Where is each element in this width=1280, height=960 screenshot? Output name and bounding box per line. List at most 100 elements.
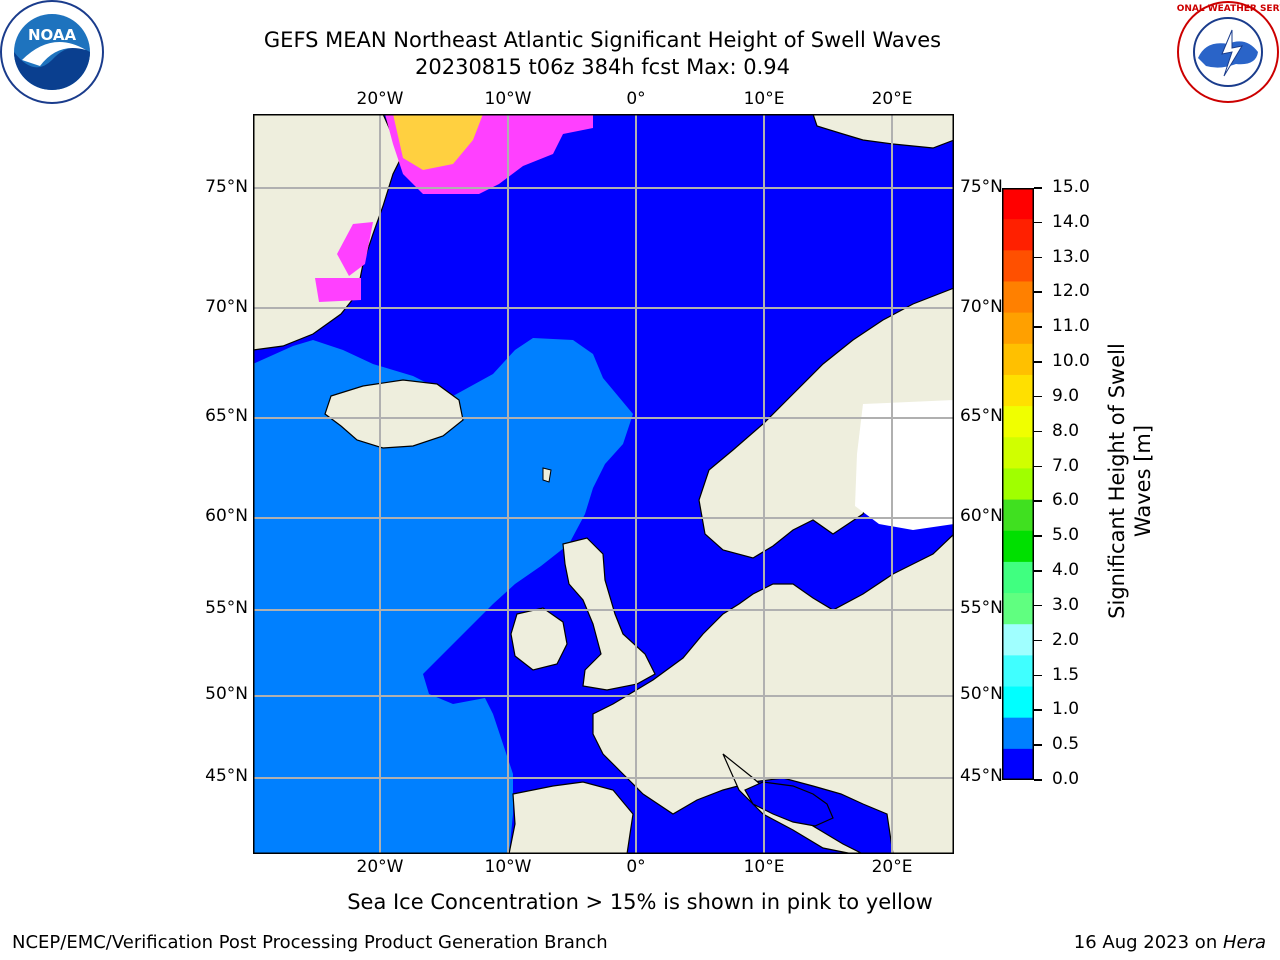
colorbar-segment: [1002, 655, 1034, 688]
land-faroe: [542, 467, 552, 483]
lat-label-right-75: 75°N: [960, 177, 1003, 197]
sea-ice-note: Sea Ice Concentration > 15% is shown in …: [347, 890, 933, 914]
missing-data-baltic: [855, 400, 954, 530]
lat-label-left-55: 55°N: [205, 598, 248, 618]
colorbar-segment: [1002, 188, 1034, 220]
colorbar-segment: [1002, 468, 1034, 501]
colorbar-segment: [1002, 561, 1034, 594]
colorbar-tick-mark: [1034, 744, 1042, 746]
colorbar-tick-label: 3.0: [1052, 594, 1080, 615]
colorbar-tick-label: 8.0: [1052, 420, 1080, 441]
lon-label-top-20w: 20°W: [356, 89, 404, 109]
land-ireland: [510, 607, 568, 671]
graticule: [253, 114, 954, 854]
footer-left: NCEP/EMC/Verification Post Processing Pr…: [12, 932, 608, 953]
colorbar-tick-mark: [1034, 500, 1042, 502]
chart-title-line1: GEFS MEAN Northeast Atlantic Significant…: [263, 28, 942, 52]
colorbar: [1002, 188, 1034, 784]
colorbar-tick-label: 0.5: [1052, 734, 1080, 755]
noaa-logo: NOAA: [0, 0, 104, 104]
colorbar-tick-mark: [1034, 674, 1042, 677]
lat-label-right-50: 50°N: [960, 684, 1003, 704]
colorbar-tick-mark: [1034, 395, 1042, 398]
colorbar-tick-mark: [1034, 256, 1042, 259]
colorbar-segment: [1002, 530, 1034, 563]
colorbar-tick-label: 1.0: [1052, 699, 1080, 720]
colorbar-tick-label: 7.0: [1052, 455, 1080, 476]
lon-label-bottom-10w: 10°W: [484, 857, 532, 877]
sea-ice-coastal: [337, 222, 373, 276]
colorbar-tick-mark: [1034, 535, 1042, 537]
colorbar-label-text: Significant Height of Swell Waves [m]: [1105, 343, 1155, 619]
colorbar-segment: [1002, 437, 1034, 469]
colorbar-segment: [1002, 406, 1034, 438]
colorbar-tick-mark: [1034, 187, 1042, 189]
footer-right: 16 Aug 2023 on Hera: [1074, 932, 1266, 953]
colorbar-tick-mark: [1034, 361, 1042, 363]
lon-label-top-0: 0°: [626, 89, 646, 109]
lat-label-right-55: 55°N: [960, 598, 1003, 618]
map-frame: [253, 114, 954, 854]
sea-ice-yellow: [393, 114, 483, 170]
colorbar-label: Significant Height of Swell Waves [m]: [1100, 330, 1160, 640]
footer-date: 16 Aug 2023 on: [1073, 932, 1223, 953]
colorbar-segment: [1002, 250, 1034, 282]
colorbar-tick-label: 15.0: [1052, 177, 1090, 197]
lat-label-right-65: 65°N: [960, 406, 1003, 426]
lat-label-left-70: 70°N: [205, 297, 248, 317]
lat-label-right-60: 60°N: [960, 506, 1003, 526]
map-panel: [252, 113, 955, 858]
lon-label-top-10w: 10°W: [484, 89, 532, 109]
colorbar-segment: [1002, 499, 1034, 532]
lat-label-left-60: 60°N: [205, 506, 248, 526]
sea-adriatic: [744, 781, 834, 827]
ocean-moderate-swell: [253, 338, 633, 854]
lat-label-left-45: 45°N: [205, 766, 248, 786]
colorbar-tick-mark: [1034, 570, 1042, 572]
colorbar-segment: [1002, 748, 1034, 781]
colorbar-ticks: 15.0 14.0 13.0 12.0 11.0 10.0 9.0 8.0 7.0 6.0 5.0 4…: [1034, 177, 1096, 789]
colorbar-tick-mark: [1034, 291, 1042, 293]
colorbar-tick-label: 4.0: [1052, 560, 1080, 581]
lat-label-left-50: 50°N: [205, 684, 248, 704]
svg-text:NATIONAL WEATHER SERVICE: NATIONAL WEATHER SERVICE: [1176, 4, 1280, 14]
footer-host: Hera: [1222, 932, 1266, 953]
lon-label-top-10e: 10°E: [743, 89, 785, 109]
lon-label-bottom-20w: 20°W: [356, 857, 404, 877]
lat-label-right-70: 70°N: [960, 297, 1003, 317]
lat-label-left-65: 65°N: [205, 406, 248, 426]
colorbar-tick-label: 12.0: [1052, 281, 1090, 302]
lon-label-bottom-10e: 10°E: [743, 857, 785, 877]
colorbar-tick-label: 11.0: [1052, 316, 1090, 337]
colorbar-tick-label: 2.0: [1052, 629, 1080, 650]
colorbar-tick-mark: [1034, 465, 1042, 468]
colorbar-segment: [1002, 593, 1034, 625]
colorbar-tick-mark: [1034, 221, 1042, 224]
colorbar-segment: [1002, 281, 1034, 314]
colorbar-tick-mark: [1034, 779, 1042, 781]
colorbar-tick-label: 9.0: [1052, 385, 1080, 406]
colorbar-tick-label: 0.0: [1052, 769, 1080, 789]
lon-label-bottom-0: 0°: [626, 857, 646, 877]
land-continental-europe: [592, 532, 955, 855]
lon-label-top-20e: 20°E: [871, 89, 913, 109]
nws-logo: NATIONAL WEATHER SERVICE: [1153, 0, 1280, 104]
colorbar-frame: [1002, 188, 1034, 780]
land-great-britain: [562, 537, 656, 691]
lon-label-bottom-20e: 20°E: [871, 857, 913, 877]
chart-title-line2: 20230815 t06z 384h fcst Max: 0.94: [415, 55, 790, 79]
colorbar-segment: [1002, 717, 1034, 750]
colorbar-tick-mark: [1034, 604, 1042, 607]
colorbar-segment: [1002, 312, 1034, 345]
noaa-logo-text: NOAA: [28, 26, 77, 44]
colorbar-segment: [1002, 686, 1034, 719]
colorbar-tick-mark: [1034, 430, 1042, 433]
colorbar-segment: [1002, 343, 1034, 376]
colorbar-tick-label: 13.0: [1052, 246, 1090, 267]
colorbar-tick-mark: [1034, 326, 1042, 328]
lat-label-right-45: 45°N: [960, 766, 1003, 786]
colorbar-segment: [1002, 219, 1034, 251]
colorbar-tick-label: 10.0: [1052, 351, 1090, 372]
sea-ice-fjord: [315, 278, 361, 302]
land-iceland: [324, 379, 464, 449]
